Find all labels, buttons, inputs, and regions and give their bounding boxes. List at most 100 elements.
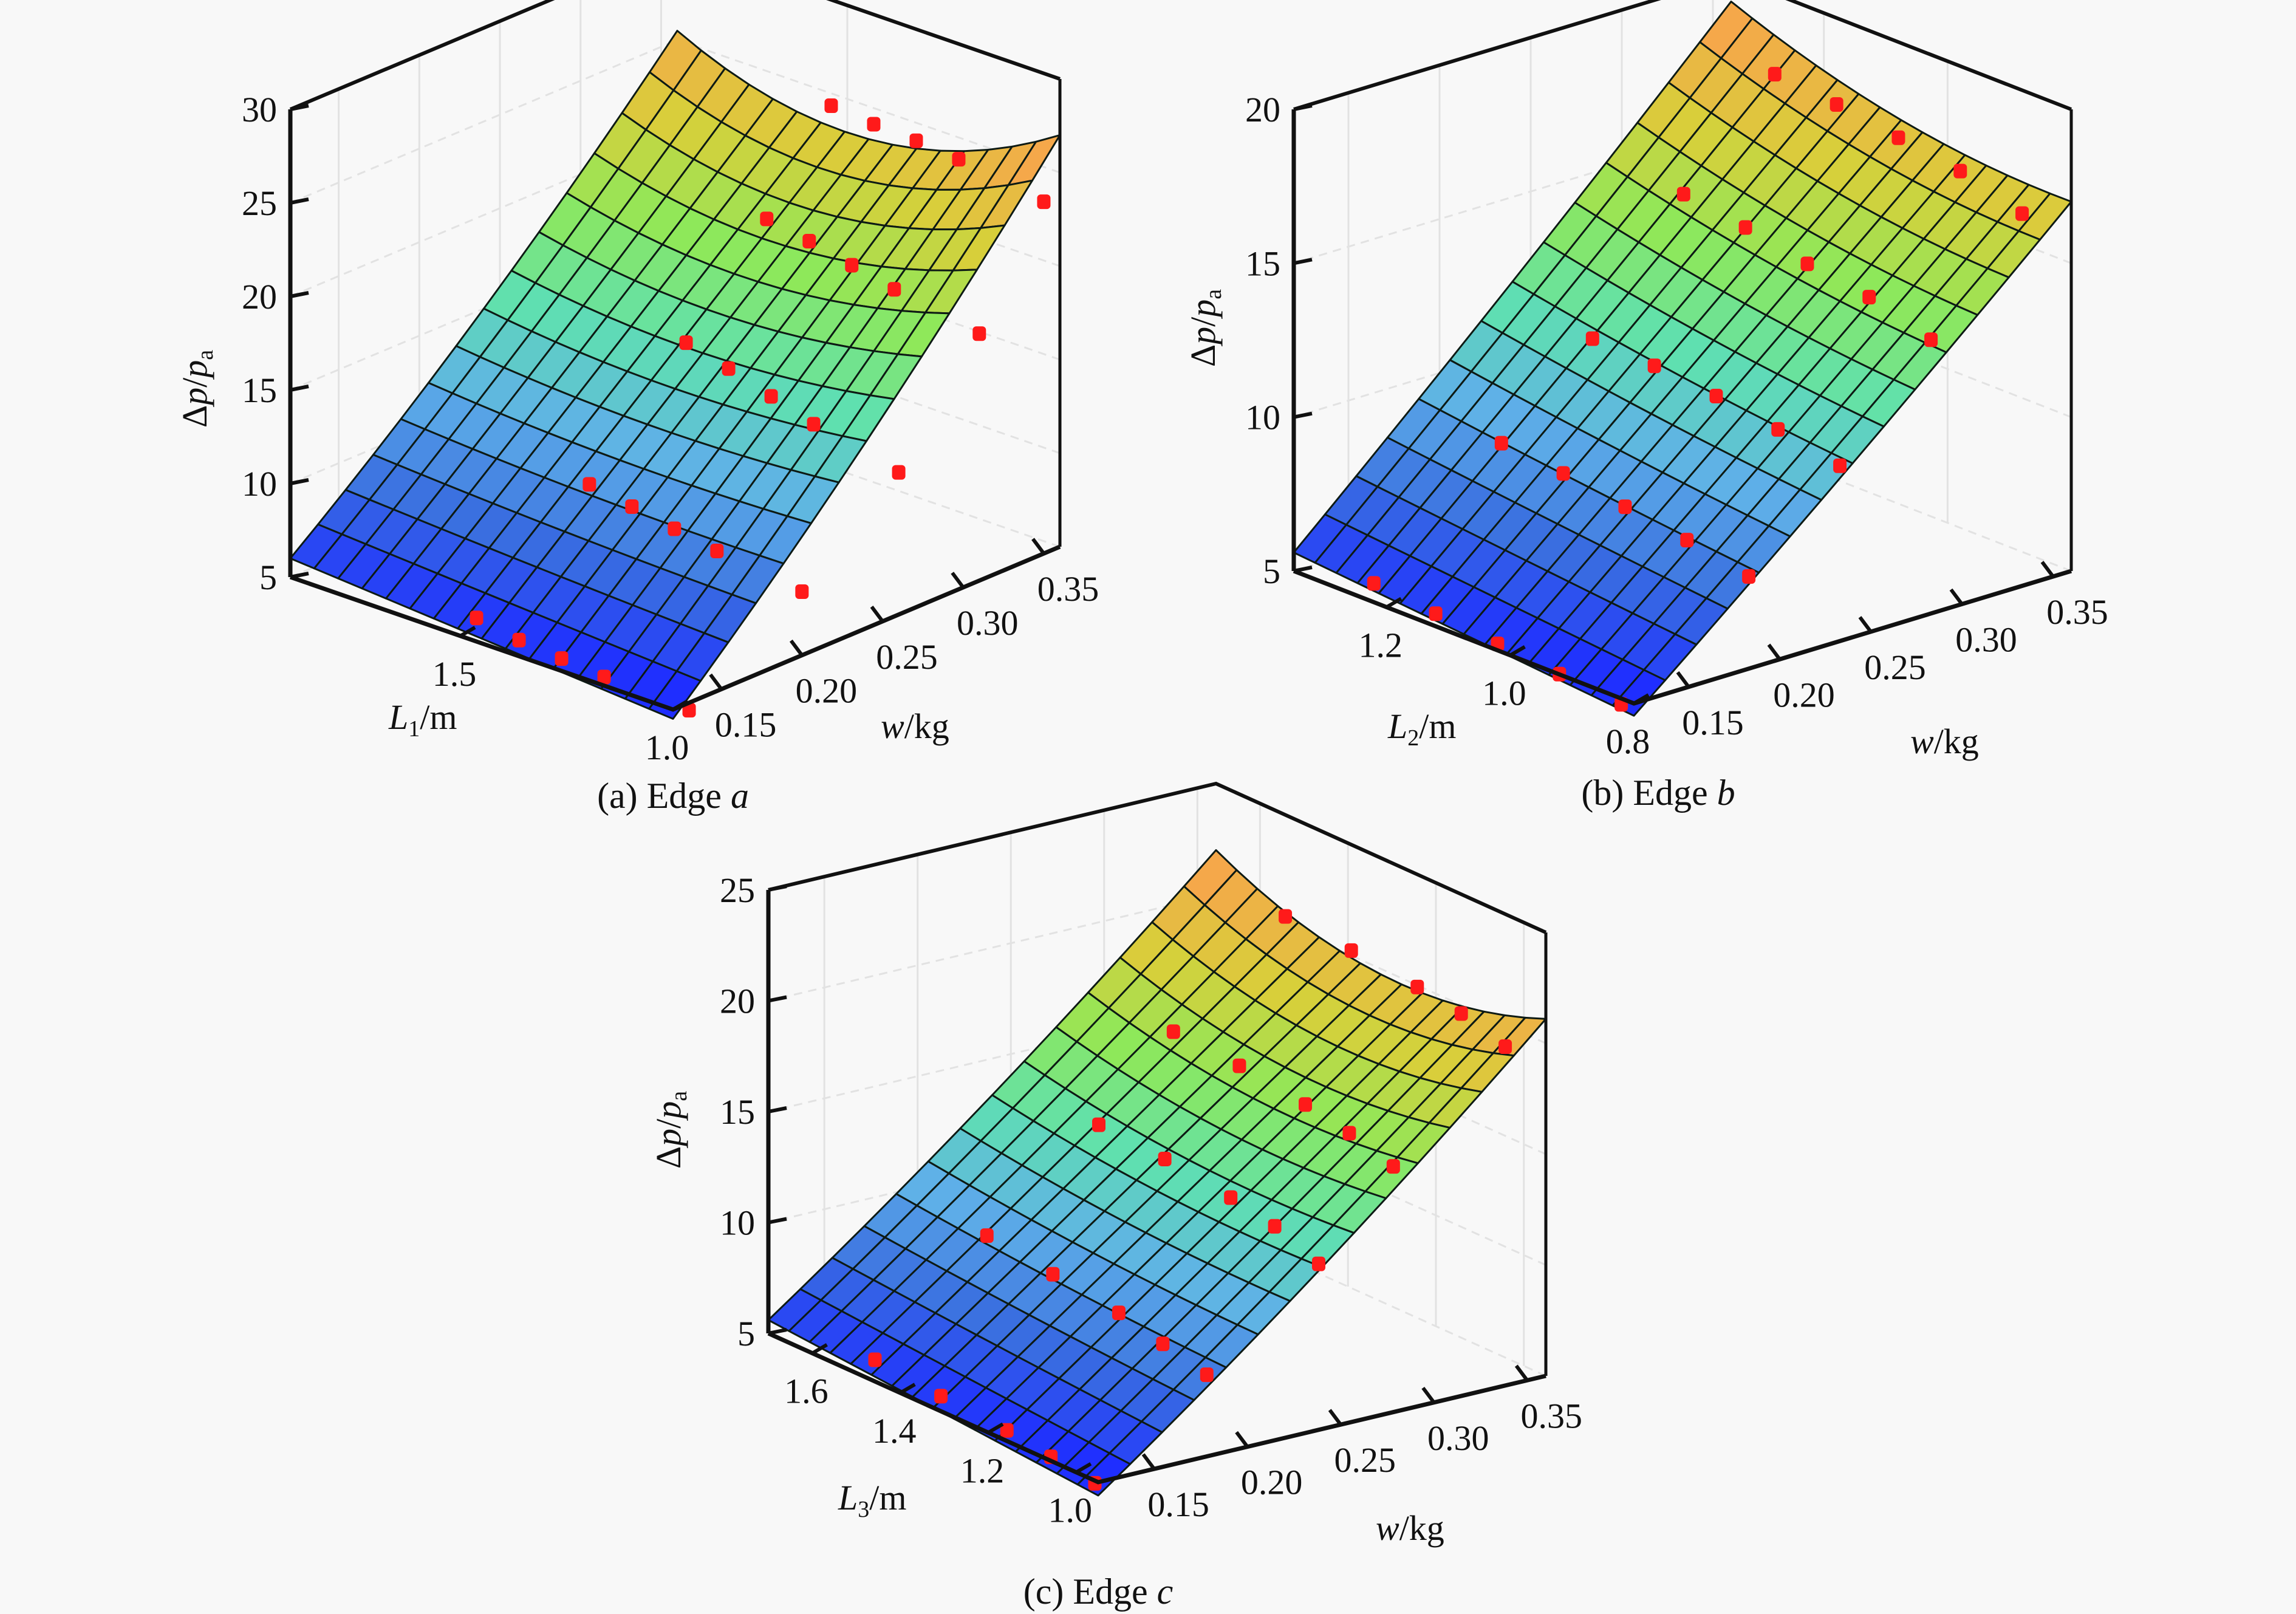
data-point <box>1268 1219 1282 1234</box>
data-point <box>1738 220 1752 235</box>
data-point <box>980 1228 994 1243</box>
y-tick-label: 0.35 <box>2046 592 2108 632</box>
data-point <box>1891 130 1905 145</box>
data-point <box>1092 1117 1106 1132</box>
y-tick <box>1235 1431 1249 1448</box>
z-tick <box>290 197 309 205</box>
data-point <box>1454 1006 1468 1021</box>
data-point <box>1410 979 1424 994</box>
z-tick <box>768 884 787 892</box>
data-point <box>1112 1305 1126 1321</box>
z-tick <box>1293 104 1313 111</box>
data-point <box>597 669 611 685</box>
z-tick <box>290 104 309 111</box>
y-tick <box>1141 1453 1156 1470</box>
x-tick <box>811 1343 828 1355</box>
y-tick <box>2040 561 2055 578</box>
x-tick-label: 1.0 <box>1048 1491 1093 1530</box>
panel-caption: (b) Edge b <box>1581 773 1735 813</box>
data-point <box>1046 1267 1060 1282</box>
y-tick <box>1767 643 1782 661</box>
y-tick <box>1514 1364 1529 1382</box>
y-tick <box>870 606 884 623</box>
axis-ticks <box>768 884 1529 1474</box>
y-tick-label: 0.20 <box>796 671 858 711</box>
top-edge <box>1293 0 2072 111</box>
panel-edge-b: 5 10 15 20 0.8 1.0 1.2 0.15 0.20 0.25 0.… <box>1183 0 2108 813</box>
y-tick-label: 0.15 <box>715 705 777 745</box>
z-axis-title: Δp/pa <box>175 350 218 428</box>
x-axis-title: L3/m <box>838 1478 907 1522</box>
axis-ticks <box>290 104 1045 711</box>
grid-line <box>290 39 1061 204</box>
data-point <box>934 1389 948 1404</box>
z-tick-label: 20 <box>1245 90 1280 129</box>
y-tick-label: 0.15 <box>1147 1485 1209 1524</box>
data-point <box>1556 466 1570 481</box>
data-point <box>1037 194 1051 210</box>
data-point <box>909 133 923 148</box>
y-tick-label: 0.30 <box>1427 1418 1489 1458</box>
y-tick-label: 0.30 <box>957 603 1019 643</box>
measured-points <box>868 909 1512 1491</box>
y-tick <box>709 673 723 691</box>
y-axis-title: w/kg <box>1910 722 1979 761</box>
panel-caption: (c) Edge c <box>1023 1571 1174 1612</box>
data-point <box>1709 389 1723 404</box>
z-tick-label: 5 <box>1263 552 1280 591</box>
z-tick-label: 10 <box>1245 398 1280 437</box>
panel-edge-c: 5 10 15 20 25 1.0 1.2 1.4 1.6 0.15 0.20 … <box>649 781 1583 1612</box>
data-point <box>679 335 693 350</box>
z-tick-label: 25 <box>720 870 755 910</box>
y-axis-title: w/kg <box>1376 1508 1444 1548</box>
y-tick-label: 0.25 <box>1864 648 1926 687</box>
z-tick-label: 25 <box>242 183 277 223</box>
data-point <box>1000 1423 1014 1438</box>
z-tick-label: 5 <box>259 558 277 597</box>
data-point <box>1585 331 1599 346</box>
z-tick-label: 10 <box>242 464 277 504</box>
z-tick <box>768 1217 787 1225</box>
x-tick <box>1509 645 1526 657</box>
data-point <box>1924 332 1938 347</box>
x-tick-label: 1.2 <box>1358 625 1403 665</box>
data-point <box>802 233 816 248</box>
data-point <box>868 1352 882 1367</box>
axis-ticks <box>1293 104 2055 705</box>
panel-edge-a: 5 10 15 20 25 30 1.0 1.5 0.15 0.20 0.25 … <box>175 0 1099 816</box>
x-tick <box>459 626 476 638</box>
z-tick-label: 20 <box>242 277 277 316</box>
fitted-surface <box>289 30 1061 720</box>
x-axis-title: L2/m <box>1387 706 1457 751</box>
data-point <box>625 499 639 514</box>
fitted-surface <box>1293 1 2072 717</box>
z-tick <box>290 478 309 485</box>
data-point <box>555 651 569 666</box>
data-point <box>1800 256 1814 272</box>
data-point <box>1862 290 1876 305</box>
data-point <box>1312 1256 1326 1271</box>
data-point <box>1429 606 1443 621</box>
z-tick-label: 15 <box>1245 244 1280 283</box>
data-point <box>682 703 696 718</box>
data-point <box>668 521 682 536</box>
data-point <box>1830 97 1843 112</box>
x-tick-label: 1.0 <box>645 728 689 767</box>
data-point <box>972 326 986 341</box>
z-tick-label: 15 <box>720 1092 755 1132</box>
data-point <box>1768 67 1782 82</box>
x-tick <box>1385 597 1403 609</box>
y-axis-title: w/kg <box>881 706 949 746</box>
y-tick <box>1858 616 1873 633</box>
y-tick-label: 0.15 <box>1682 703 1744 742</box>
data-point <box>1680 533 1694 548</box>
data-point <box>1386 1159 1400 1174</box>
x-tick-label: 1.0 <box>1482 674 1526 713</box>
z-axis-title: Δp/pa <box>649 1091 692 1169</box>
z-tick-label: 20 <box>720 982 755 1021</box>
y-tick-label: 0.35 <box>1521 1396 1583 1435</box>
z-tick <box>290 385 309 392</box>
data-point <box>1224 1190 1238 1205</box>
data-point <box>952 152 966 167</box>
